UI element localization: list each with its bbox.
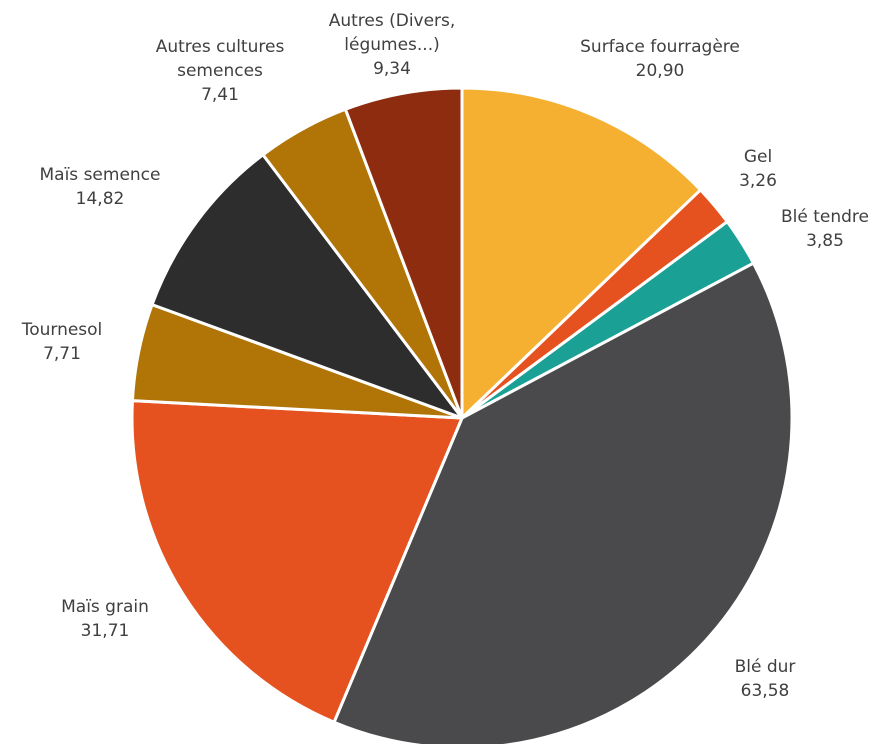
slice-label: Tournesol 7,71 — [21, 320, 103, 364]
slice-name: légumes...) — [344, 35, 439, 55]
slice-value: 9,34 — [373, 59, 411, 79]
pie-slice-ma-s-semence — [150, 153, 464, 420]
slice-name: Maïs semence — [40, 165, 161, 185]
slice-label: Autres cultures semences 7,41 — [156, 37, 285, 105]
slice-label: Surface fourragère 20,90 — [580, 37, 740, 81]
slice-value: 14,82 — [76, 189, 125, 209]
slice-label: Blé dur 63,58 — [735, 657, 796, 701]
slice-label: Gel 3,26 — [739, 147, 777, 191]
slice-label: Maïs semence 14,82 — [40, 165, 161, 209]
pie-slice-ma-s-grain — [130, 399, 464, 724]
slice-label: Maïs grain 31,71 — [61, 597, 149, 641]
slice-value: 7,41 — [201, 85, 239, 105]
slice-name: Maïs grain — [61, 597, 149, 617]
slice-name: Autres cultures — [156, 37, 285, 57]
slice-name: Tournesol — [21, 320, 103, 340]
pie-slice-surface-fourrag-re — [460, 86, 702, 420]
slice-name: Gel — [744, 147, 772, 167]
slice-name: Blé tendre — [781, 207, 869, 227]
slice-value: 7,71 — [43, 344, 81, 364]
slice-name: Blé dur — [735, 657, 796, 677]
slice-value: 63,58 — [741, 681, 790, 701]
pie-slice-bl-dur — [332, 261, 794, 744]
slice-value: 3,26 — [739, 171, 777, 191]
slice-name: Autres (Divers, — [329, 11, 456, 31]
pie-slices — [130, 86, 794, 744]
slice-value: 31,71 — [81, 621, 130, 641]
slice-name: Surface fourragère — [580, 37, 740, 57]
slice-value: 3,85 — [806, 231, 844, 251]
slice-name: semences — [177, 61, 263, 81]
pie-slice-autres-divers-l-gumes — [343, 86, 464, 420]
slice-label: Autres (Divers, légumes...) 9,34 — [329, 11, 456, 79]
slice-label: Blé tendre 3,85 — [781, 207, 869, 251]
slice-value: 20,90 — [636, 61, 685, 81]
